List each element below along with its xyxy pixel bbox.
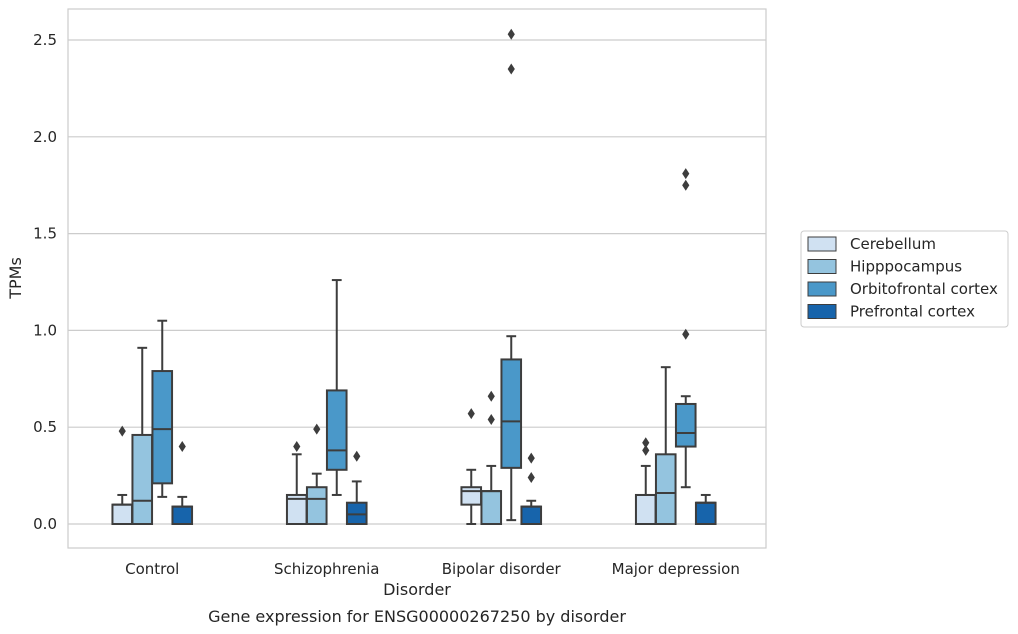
box	[674, 168, 697, 489]
box	[171, 441, 194, 525]
outlier-point	[118, 425, 126, 437]
legend-label: Prefrontal cortex	[850, 303, 975, 321]
box	[151, 319, 174, 498]
x-axis-label: Disorder	[383, 580, 451, 599]
box	[131, 346, 154, 525]
box-series	[111, 28, 717, 526]
legend-item: Cerebellum	[807, 235, 936, 253]
box-body	[694, 501, 717, 526]
box-body	[305, 486, 328, 526]
outlier-point	[487, 413, 495, 425]
box	[111, 425, 134, 526]
series-orbitofrontal-cortex	[151, 28, 697, 522]
box	[325, 279, 348, 496]
outlier-point	[293, 441, 301, 453]
plot-area	[67, 8, 767, 549]
x-tick-label: Bipolar disorder	[442, 560, 562, 578]
x-tick-label: Schizophrenia	[274, 560, 379, 578]
box-body	[674, 402, 697, 448]
y-tick-label: 1.0	[33, 321, 57, 339]
outlier-point	[527, 472, 535, 484]
outlier-point	[507, 63, 515, 75]
x-tick-label: Control	[125, 560, 179, 578]
box-body	[460, 486, 483, 506]
box-body	[111, 503, 134, 526]
y-axis-label: TPMs	[6, 257, 25, 300]
legend-label: Orbitofrontal cortex	[850, 280, 998, 298]
box-body	[151, 370, 174, 485]
outlier-point	[642, 444, 650, 456]
legend-swatch	[807, 281, 837, 297]
box	[305, 423, 328, 526]
y-tick-labels: 0.0 0.5 1.0 1.5 2.0 2.5	[33, 31, 57, 533]
legend-swatch	[807, 259, 837, 274]
y-tick-label: 2.0	[33, 128, 57, 146]
series-prefrontal-cortex	[171, 441, 717, 526]
y-tick-label: 0.0	[33, 515, 57, 533]
outlier-point	[527, 452, 535, 464]
legend-item: Prefrontal cortex	[807, 303, 975, 321]
outlier-point	[178, 441, 186, 453]
box-body	[480, 490, 503, 526]
box-body	[654, 453, 677, 525]
outlier-point	[313, 423, 321, 435]
box-body	[634, 493, 657, 525]
box	[520, 452, 543, 525]
box	[694, 493, 717, 526]
outlier-point	[487, 390, 495, 402]
outlier-point	[353, 450, 361, 462]
y-tick-label: 1.5	[33, 225, 57, 243]
outlier-point	[507, 28, 515, 40]
outlier-point	[682, 168, 690, 180]
box-body	[520, 505, 543, 525]
x-tick-label: Major depression	[612, 560, 740, 578]
box	[480, 390, 503, 526]
box	[654, 366, 677, 525]
legend-item: Orbitofrontal cortex	[807, 280, 998, 298]
legend-label: Hipppocampus	[850, 258, 962, 276]
series-hipppocampus	[131, 346, 677, 526]
legend-swatch	[807, 304, 837, 319]
legend-frame	[800, 230, 1009, 328]
box-body	[171, 505, 194, 525]
box	[345, 450, 368, 526]
figure-caption: Gene expression for ENSG00000267250 by d…	[208, 607, 626, 626]
box-body	[500, 358, 523, 469]
legend-item: Hipppocampus	[807, 258, 962, 276]
box-body	[131, 433, 154, 525]
x-tick-labels: Control Schizophrenia Bipolar disorder Majo…	[125, 560, 740, 578]
y-tick-label: 0.5	[33, 418, 57, 436]
outlier-point	[642, 437, 650, 449]
legend-label: Cerebellum	[850, 235, 936, 253]
y-tick-label: 2.5	[33, 31, 57, 49]
outlier-point	[467, 408, 475, 420]
legend-swatch	[807, 236, 837, 252]
outlier-point	[682, 328, 690, 340]
box-body	[325, 389, 348, 471]
box	[500, 28, 523, 522]
legend: Cerebellum Hipppocampus Orbitofrontal cort…	[800, 230, 1009, 328]
outlier-point	[682, 179, 690, 191]
